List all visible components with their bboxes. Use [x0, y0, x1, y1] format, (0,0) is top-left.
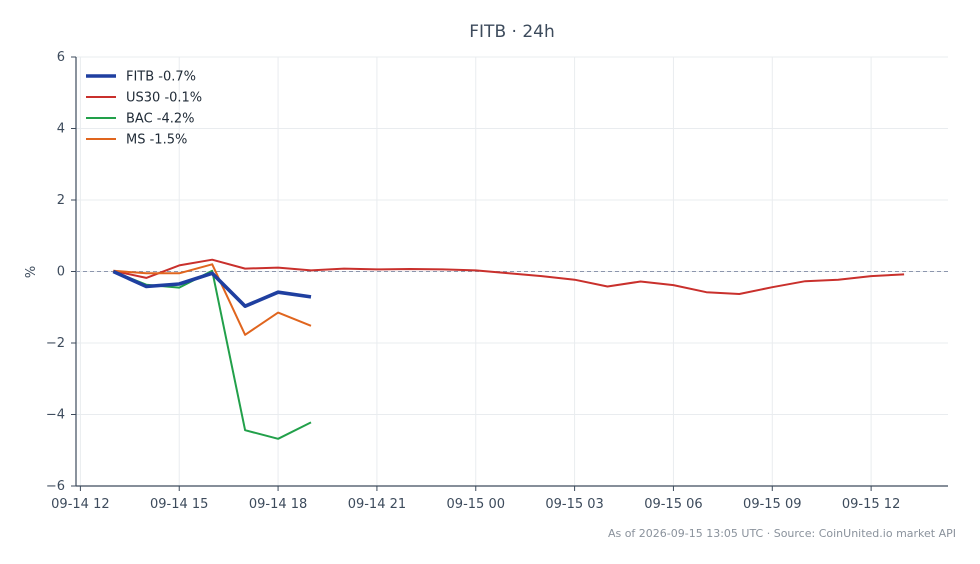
y-tick-label: 2: [57, 193, 65, 208]
footer-source: As of 2026-09-15 13:05 UTC · Source: Coi…: [608, 527, 956, 540]
legend-label-bac: BAC -4.2%: [126, 112, 195, 127]
chart-title: FITB · 24h: [469, 22, 554, 42]
x-tick-label: 09-14 18: [249, 497, 307, 512]
legend: FITB -0.7% US30 -0.1% BAC -4.2% MS -1.5%: [86, 70, 202, 148]
x-tick-label: 09-14 12: [51, 497, 109, 512]
legend-label-ms: MS -1.5%: [126, 133, 187, 148]
x-tick-label: 09-15 09: [743, 497, 801, 512]
series-line-ms: [113, 263, 312, 336]
y-tick-label: −6: [46, 479, 65, 494]
y-tick-label: −2: [46, 336, 65, 351]
series-line-us30: [113, 258, 905, 295]
x-tick-label: 09-15 12: [842, 497, 900, 512]
y-ticks: −6 −4 −2 0 2 4 6: [46, 50, 76, 494]
x-tick-label: 09-15 00: [447, 497, 505, 512]
x-tick-label: 09-15 03: [545, 497, 603, 512]
y-tick-label: 0: [57, 265, 65, 280]
x-tick-label: 09-14 15: [150, 497, 208, 512]
series-line-bac: [112, 269, 312, 440]
y-tick-label: 6: [57, 50, 65, 65]
x-tick-label: 09-14 21: [348, 497, 406, 512]
series-lines: [112, 258, 905, 440]
x-ticks: 09-14 12 09-14 15 09-14 18 09-14 21 09-15 00…: [51, 486, 900, 512]
x-tick-label: 09-15 06: [644, 497, 702, 512]
y-tick-label: 4: [57, 122, 65, 137]
y-tick-label: −4: [46, 408, 65, 423]
y-axis-label: %: [24, 266, 39, 278]
legend-label-fitb: FITB -0.7%: [126, 70, 196, 85]
legend-label-us30: US30 -0.1%: [126, 91, 202, 106]
series-line-fitb: [112, 269, 312, 309]
